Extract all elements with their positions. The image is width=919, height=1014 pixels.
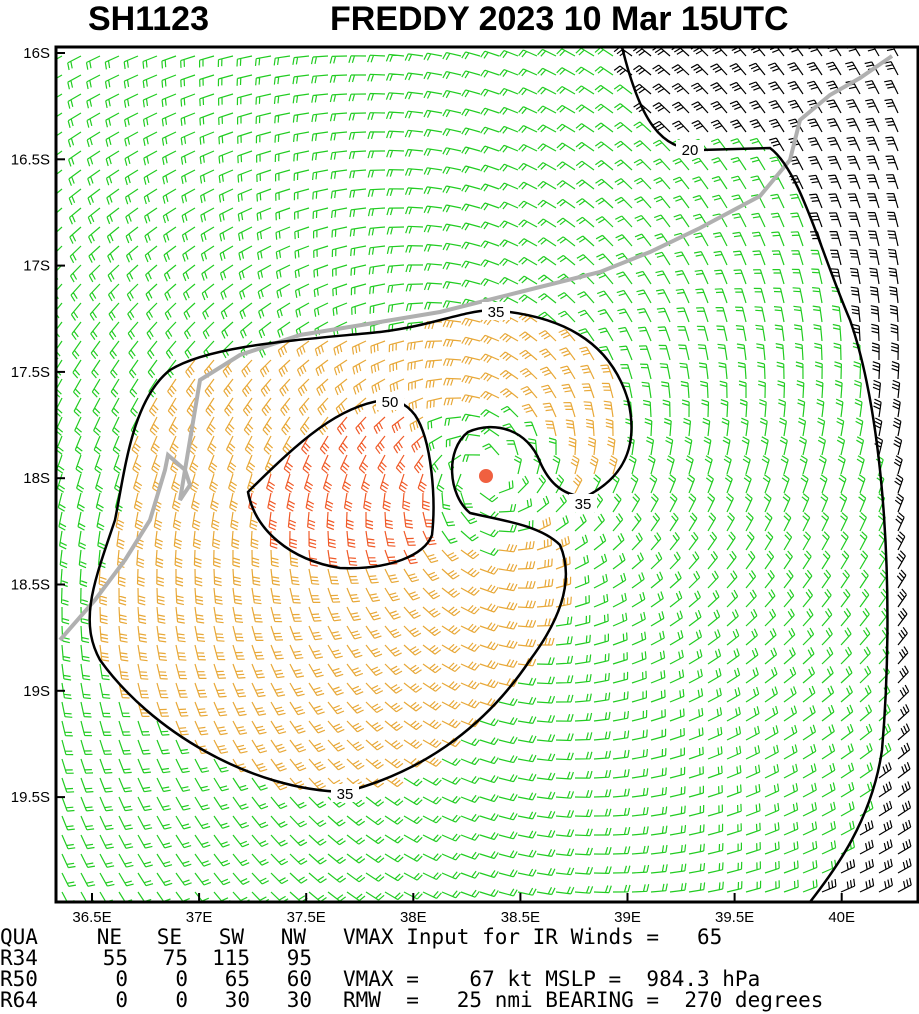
overlays: 20 35 35 35 50: [58, 47, 894, 902]
wind-barbs-green: [56, 47, 892, 902]
table-cell: 60: [287, 967, 312, 991]
wind-barbs-red: [248, 416, 437, 567]
table-cell: R64: [0, 988, 38, 1012]
contour-50: [246, 398, 435, 570]
coastline: [58, 54, 894, 642]
contour-label: 35: [488, 304, 505, 321]
storm-id: SH1123: [88, 0, 209, 38]
y-tick-label: 16S: [23, 45, 50, 62]
table-cell: 0: [115, 967, 128, 991]
y-tick-label: 17S: [23, 258, 50, 275]
table-header: SE: [157, 925, 182, 949]
x-tick-label: 39E: [614, 909, 641, 926]
table-cell: R50: [0, 967, 38, 991]
contour-label: 35: [575, 496, 592, 513]
y-tick-label: 19S: [23, 683, 50, 700]
contour-label: 35: [337, 786, 354, 803]
label-bg: [676, 140, 704, 158]
contour-label: 20: [682, 142, 699, 159]
note: RMW = 25 nmi BEARING = 270 degrees: [343, 988, 823, 1012]
y-tick-label: 18.5S: [11, 577, 50, 594]
y-tick-label: 17.5S: [11, 364, 50, 381]
x-tick-label: 40E: [828, 909, 855, 926]
y-tick-label: 18S: [23, 470, 50, 487]
table-header: NW: [281, 925, 307, 949]
label-bg: [569, 494, 597, 512]
note: VMAX Input for IR Winds = 65: [343, 925, 722, 949]
table-cell: 55: [103, 946, 128, 970]
title: FREDDY 2023 10 Mar 15UTC: [330, 0, 789, 38]
storm-center: [479, 469, 493, 483]
label-bg: [482, 302, 510, 320]
table-header: QUA: [0, 925, 38, 949]
table-cell: 0: [175, 967, 188, 991]
x-tick-label: 39.5E: [715, 909, 754, 926]
table-header: SW: [219, 925, 245, 949]
contour-label: 50: [382, 394, 399, 411]
plot-frame: [54, 45, 919, 904]
x-tick-label: 37.5E: [287, 909, 326, 926]
table-cell: 30: [225, 988, 250, 1012]
y-tick-label: 16.5S: [11, 151, 50, 168]
label-bg: [331, 784, 359, 802]
table-cell: 115: [212, 946, 250, 970]
table-cell: 95: [287, 946, 312, 970]
x-tick-label: 37E: [186, 909, 213, 926]
table-header: NE: [97, 925, 122, 949]
wind-barbs-black: [613, 47, 912, 893]
y-tick-label: 19.5S: [11, 789, 50, 806]
table-cell: 30: [287, 988, 312, 1012]
label-bg: [376, 392, 404, 410]
table-cell: 65: [225, 967, 250, 991]
x-tick-label: 38E: [400, 909, 427, 926]
table-cell: R34: [0, 946, 38, 970]
x-tick-label: 36.5E: [72, 909, 111, 926]
axes: 36.5E 37E 37.5E 38E 38.5E 39E 39.5E 40E 16S 16.5S…: [11, 45, 855, 926]
table-cell: 75: [163, 946, 188, 970]
wind-barbs: [56, 47, 912, 902]
x-tick-label: 38.5E: [501, 909, 540, 926]
note: VMAX = 67 kt MSLP = 984.3 hPa: [343, 967, 760, 991]
table-cell: 0: [115, 988, 128, 1012]
table-cell: 0: [175, 988, 188, 1012]
